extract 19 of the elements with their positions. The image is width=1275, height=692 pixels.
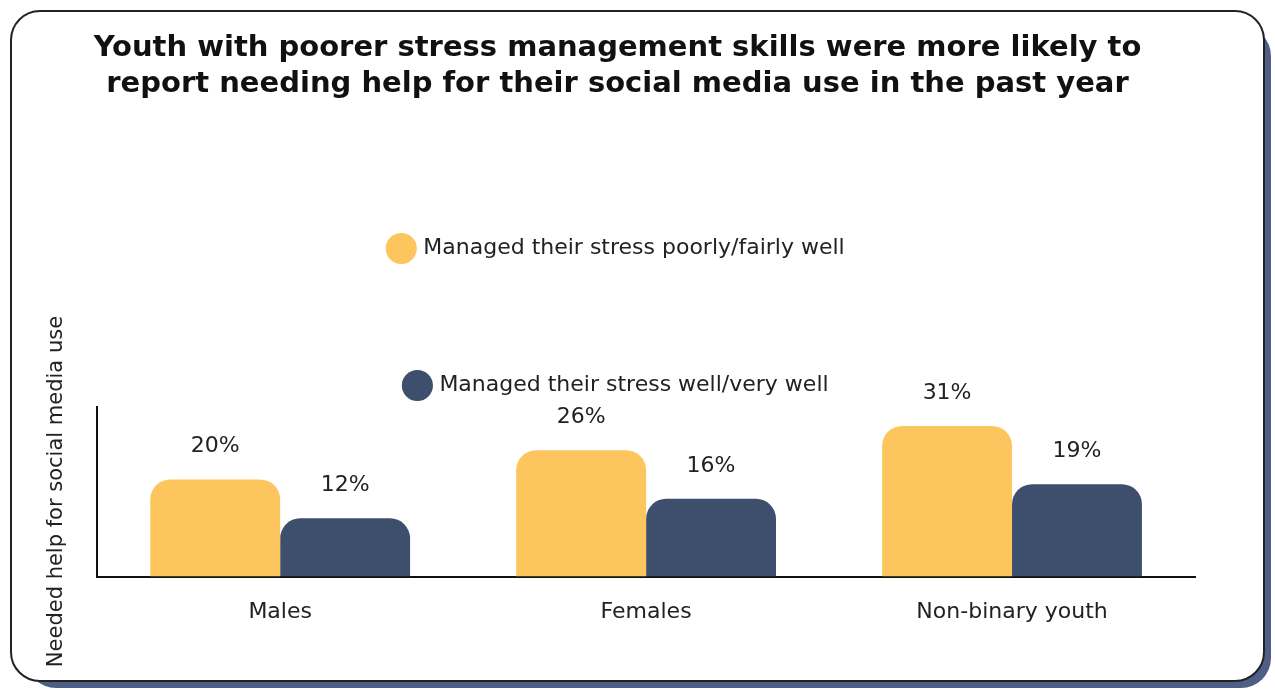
data-label: 16% (686, 451, 736, 477)
bar (1012, 484, 1142, 577)
y-axis-title: Needed help for social media use (43, 315, 68, 668)
x-tick-label: Males (248, 597, 312, 623)
bar (882, 425, 1013, 577)
bar (646, 498, 777, 577)
chart-title: Youth with poorer stress management skills were more likely to report needing help for their social media use in the past year (92, 28, 1142, 99)
data-label: 19% (1052, 436, 1102, 462)
legend-label: Managed their stress well/very well (439, 371, 829, 397)
bar (280, 518, 411, 577)
bar (150, 479, 281, 577)
data-label: 31% (922, 378, 972, 404)
bar (516, 450, 647, 577)
data-label: 26% (556, 402, 606, 428)
x-tick-label: Non-binary youth (916, 597, 1108, 623)
data-label: 20% (190, 432, 240, 458)
x-tick-label: Females (600, 597, 692, 623)
data-label: 12% (320, 471, 370, 496)
legend-label: Managed their stress poorly/fairly well (423, 234, 845, 260)
